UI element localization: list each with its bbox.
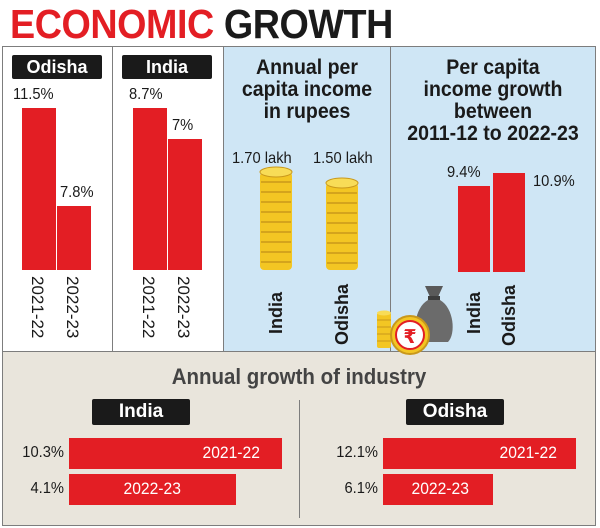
value-label-india-industry-2022-23: 4.1% — [30, 480, 64, 497]
india-badge: India — [122, 55, 212, 79]
value-label-india-2022-23: 7% — [172, 117, 194, 134]
bar-india-per-capita-growth — [458, 186, 490, 272]
divider — [223, 47, 224, 351]
bar-india-industry-2021-22 — [69, 438, 282, 469]
title-part1: ECONOMIC — [10, 1, 214, 47]
bar-odisha-industry-2021-22 — [383, 438, 576, 469]
coin-stack-india — [259, 166, 293, 270]
divider — [112, 47, 113, 351]
value-label-odisha-industry-2022-23: 6.1% — [344, 480, 378, 497]
divider — [3, 351, 595, 352]
bar-odisha-industry-2022-23 — [383, 474, 493, 505]
bar-india-2022-23 — [168, 139, 202, 270]
title-line: income growth — [423, 78, 563, 101]
value-label-india-industry-2021-22: 10.3% — [22, 444, 65, 461]
per-capita-income-panel — [224, 47, 390, 351]
infographic-frame — [2, 46, 596, 526]
category-label-india-income: India — [266, 291, 286, 334]
title-line: Per capita — [446, 56, 540, 79]
category-label-india-industry-2022-23: 2022-23 — [123, 479, 181, 498]
category-label-odisha-2021-22: 2021-22 — [28, 276, 47, 339]
category-label-india-industry-2021-22: 2021-22 — [202, 443, 260, 462]
category-label-odisha-industry-2021-22: 2021-22 — [499, 443, 557, 462]
category-label-odisha-per-capita-growth: Odisha — [499, 284, 519, 346]
category-label-india-2022-23: 2022-23 — [174, 276, 193, 339]
rupee-coin-icon: ₹ — [390, 315, 430, 355]
per-capita-income-title: Annual per capita income in rupees — [230, 57, 384, 123]
coin-stack-odisha — [325, 177, 359, 270]
industry-title: Annual growth of industry — [171, 364, 427, 389]
value-label-odisha-industry-2021-22: 12.1% — [336, 444, 378, 461]
category-label-india-2021-22: 2021-22 — [139, 276, 158, 339]
bar-india-2021-22 — [133, 108, 167, 270]
category-label-odisha-income: Odisha — [332, 283, 352, 345]
category-label-odisha-2022-23: 2022-23 — [63, 276, 82, 339]
page-title: ECONOMIC GROWTH — [10, 2, 393, 46]
title-line: capita income — [241, 78, 373, 101]
value-label-india-per-capita-growth: 9.4% — [447, 164, 481, 181]
divider — [299, 400, 300, 518]
india-industry-badge: India — [92, 399, 190, 425]
divider — [390, 47, 391, 351]
value-label-odisha-income: 1.50 lakh — [313, 150, 373, 167]
bar-odisha-2021-22 — [22, 108, 56, 270]
odisha-badge: Odisha — [12, 55, 102, 79]
coin-stack-icon — [259, 166, 293, 270]
bar-odisha-per-capita-growth — [493, 173, 525, 272]
value-label-india-2021-22: 8.7% — [129, 86, 163, 103]
title-part2: GROWTH — [223, 1, 394, 47]
coin-stack-icon — [377, 310, 391, 348]
title-line: 2011-12 to 2022-23 — [407, 122, 579, 145]
title-line: Annual per — [255, 56, 359, 79]
bar-odisha-2022-23 — [57, 206, 91, 270]
value-label-india-income: 1.70 lakh — [232, 150, 292, 167]
bar-india-industry-2022-23 — [69, 474, 236, 505]
category-label-india-per-capita-growth: India — [464, 291, 484, 334]
coin-stack-icon — [325, 177, 359, 270]
title-line: in rupees — [263, 100, 351, 123]
per-capita-growth-title: Per capita income growth between 2011-12… — [398, 57, 588, 145]
title-line: between — [453, 100, 533, 123]
svg-text:₹: ₹ — [403, 326, 416, 348]
category-label-odisha-industry-2022-23: 2022-23 — [411, 479, 469, 498]
value-label-odisha-per-capita-growth: 10.9% — [533, 173, 575, 190]
value-label-odisha-2021-22: 11.5% — [13, 86, 54, 103]
odisha-industry-badge: Odisha — [406, 399, 504, 425]
value-label-odisha-2022-23: 7.8% — [60, 184, 94, 201]
